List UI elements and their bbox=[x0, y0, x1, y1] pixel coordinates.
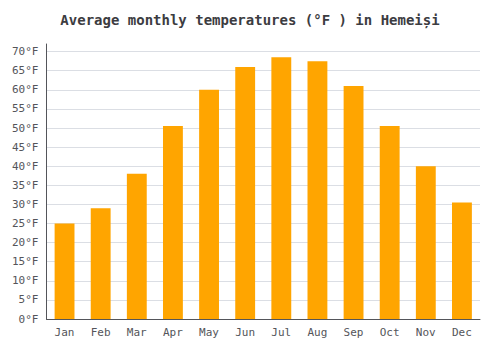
svg-text:0°F: 0°F bbox=[19, 313, 39, 326]
svg-text:30°F: 30°F bbox=[12, 198, 39, 211]
svg-text:Sep: Sep bbox=[344, 326, 364, 339]
svg-text:Average monthly temperatures (: Average monthly temperatures (°F ) in He… bbox=[60, 12, 439, 29]
svg-text:10°F: 10°F bbox=[12, 274, 39, 287]
svg-text:70°F: 70°F bbox=[12, 45, 39, 58]
svg-text:40°F: 40°F bbox=[12, 160, 39, 173]
svg-text:45°F: 45°F bbox=[12, 141, 39, 154]
svg-text:65°F: 65°F bbox=[12, 64, 39, 77]
svg-text:Jan: Jan bbox=[55, 326, 75, 339]
svg-text:15°F: 15°F bbox=[12, 255, 39, 268]
svg-text:Dec: Dec bbox=[452, 326, 472, 339]
svg-text:35°F: 35°F bbox=[12, 179, 39, 192]
svg-text:60°F: 60°F bbox=[12, 83, 39, 96]
svg-text:5°F: 5°F bbox=[19, 293, 39, 306]
svg-text:Jul: Jul bbox=[271, 326, 291, 339]
svg-text:Aug: Aug bbox=[307, 326, 327, 339]
svg-text:Apr: Apr bbox=[163, 326, 183, 339]
svg-text:50°F: 50°F bbox=[12, 122, 39, 135]
svg-text:Feb: Feb bbox=[91, 326, 111, 339]
svg-text:55°F: 55°F bbox=[12, 102, 39, 115]
svg-text:Mar: Mar bbox=[127, 326, 147, 339]
svg-text:25°F: 25°F bbox=[12, 217, 39, 230]
svg-text:Jun: Jun bbox=[235, 326, 255, 339]
svg-text:Oct: Oct bbox=[380, 326, 400, 339]
svg-text:Nov: Nov bbox=[416, 326, 436, 339]
svg-text:May: May bbox=[199, 326, 219, 339]
svg-text:20°F: 20°F bbox=[12, 236, 39, 249]
